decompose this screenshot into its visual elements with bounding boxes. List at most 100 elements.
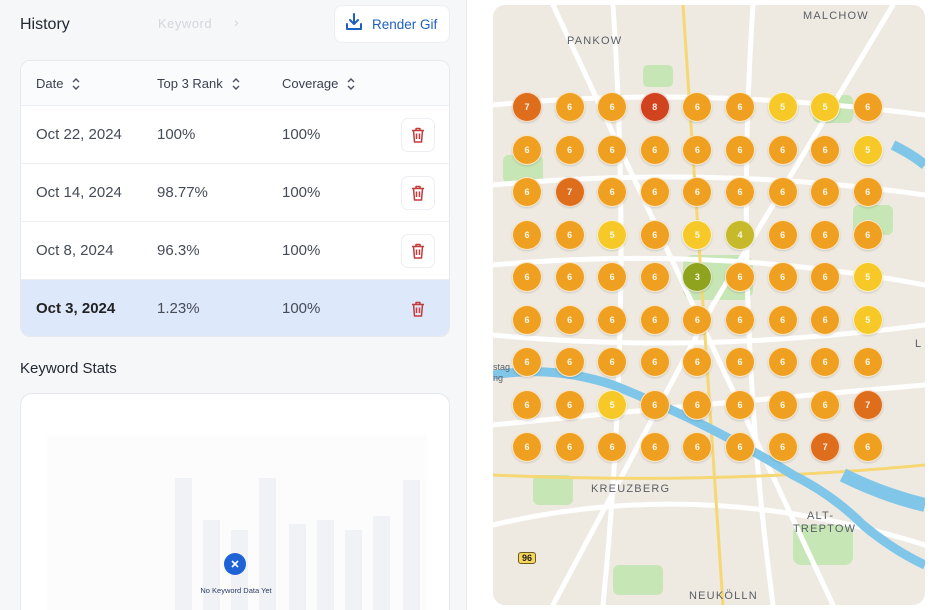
table-row[interactable]: Oct 22, 2024 100% 100%	[21, 106, 449, 164]
rank-pin[interactable]: 5	[852, 304, 883, 335]
rank-pin[interactable]: 6	[597, 177, 628, 207]
rank-pin[interactable]: 6	[725, 92, 755, 122]
rank-pin[interactable]: 6	[512, 389, 542, 420]
rank-pin[interactable]: 6	[512, 432, 542, 462]
map-label-alt: ALT-	[807, 510, 835, 522]
rank-pin[interactable]: 5	[852, 134, 883, 165]
delete-button[interactable]	[401, 176, 435, 210]
table-row[interactable]: Oct 14, 2024 98.77% 100%	[21, 164, 449, 222]
trash-icon	[412, 243, 424, 259]
faded-tab-label: Keyword	[158, 16, 213, 31]
rank-pin[interactable]: 5	[682, 219, 713, 250]
column-coverage[interactable]: Coverage	[282, 76, 356, 91]
rank-pin[interactable]: 6	[554, 389, 585, 420]
rank-pin[interactable]: 5	[852, 262, 883, 292]
placeholder-bar	[317, 520, 334, 610]
rank-pin[interactable]: 6	[852, 219, 883, 250]
rank-pin[interactable]: 6	[852, 92, 883, 122]
table-row[interactable]: Oct 8, 2024 96.3% 100%	[21, 222, 449, 280]
rank-pin[interactable]: 6	[639, 262, 670, 292]
rank-pin[interactable]: 3	[682, 262, 713, 292]
rank-pin[interactable]: 6	[554, 432, 585, 462]
rank-pin[interactable]: 6	[512, 347, 542, 377]
rank-pin[interactable]: 6	[810, 347, 841, 377]
rank-pin[interactable]: 7	[852, 389, 883, 420]
rank-pin[interactable]: 6	[639, 304, 670, 335]
rank-pin[interactable]: 6	[725, 262, 755, 292]
rank-pin[interactable]: 6	[767, 177, 798, 207]
rank-pin[interactable]: 6	[767, 304, 798, 335]
rank-pin[interactable]: 6	[639, 432, 670, 462]
rank-pin[interactable]: 6	[767, 432, 798, 462]
rank-pin[interactable]: 6	[682, 347, 713, 377]
rank-pin[interactable]: 6	[639, 177, 670, 207]
rank-pin[interactable]: 6	[852, 177, 883, 207]
rank-pin[interactable]: 6	[682, 432, 713, 462]
rank-pin[interactable]: 6	[512, 262, 542, 292]
rank-pin[interactable]: 5	[597, 219, 628, 250]
rank-pin[interactable]: 6	[767, 134, 798, 165]
rank-pin[interactable]: 7	[554, 177, 585, 207]
rank-pin[interactable]: 5	[767, 92, 798, 122]
rank-pin[interactable]: 6	[810, 177, 841, 207]
rank-pin[interactable]: 6	[852, 347, 883, 377]
rank-pin[interactable]: 6	[597, 134, 628, 165]
rank-pin[interactable]: 6	[682, 304, 713, 335]
rank-pin[interactable]: 6	[554, 304, 585, 335]
column-date[interactable]: Date	[36, 76, 81, 91]
rank-pin[interactable]: 6	[810, 389, 841, 420]
rank-pin[interactable]: 6	[639, 219, 670, 250]
rank-pin[interactable]: 6	[682, 92, 713, 122]
rank-pin[interactable]: 7	[512, 92, 542, 122]
rank-pin[interactable]: 6	[554, 347, 585, 377]
delete-button[interactable]	[401, 118, 435, 152]
rank-pin[interactable]: 6	[512, 304, 542, 335]
row-coverage: 100%	[282, 242, 321, 259]
rank-pin[interactable]: 6	[597, 347, 628, 377]
rank-pin[interactable]: 6	[810, 304, 841, 335]
rank-pin[interactable]: 6	[597, 304, 628, 335]
rank-pin[interactable]: 6	[554, 134, 585, 165]
rank-pin[interactable]: 6	[767, 389, 798, 420]
rank-pin[interactable]: 6	[852, 432, 883, 462]
render-gif-button[interactable]: Render Gif	[334, 5, 450, 43]
rank-pin[interactable]: 6	[512, 134, 542, 165]
rank-pin[interactable]: 6	[597, 92, 628, 122]
rank-pin[interactable]: 6	[639, 134, 670, 165]
rank-pin[interactable]: 8	[639, 92, 670, 122]
rank-pin[interactable]: 6	[512, 219, 542, 250]
rank-pin[interactable]: 6	[639, 347, 670, 377]
delete-button[interactable]	[401, 292, 435, 326]
rank-pin[interactable]: 6	[554, 92, 585, 122]
rank-pin[interactable]: 6	[639, 389, 670, 420]
rank-pin[interactable]: 4	[725, 219, 755, 250]
rank-pin[interactable]: 6	[810, 262, 841, 292]
rank-pin[interactable]: 6	[810, 219, 841, 250]
rank-pin[interactable]: 6	[767, 219, 798, 250]
rank-pin[interactable]: 5	[810, 92, 841, 122]
rank-pin[interactable]: 6	[554, 262, 585, 292]
rank-pin[interactable]: 6	[767, 347, 798, 377]
rank-pin[interactable]: 6	[725, 304, 755, 335]
rank-pin[interactable]: 6	[682, 177, 713, 207]
table-row-selected[interactable]: Oct 3, 2024 1.23% 100%	[21, 280, 449, 336]
rank-pin[interactable]: 6	[725, 134, 755, 165]
rank-pin[interactable]: 5	[597, 389, 628, 420]
rank-pin[interactable]: 6	[725, 389, 755, 420]
map-panel[interactable]: PANKOW MALCHOW KREUZBERG ALT- TREPTOW NE…	[493, 5, 925, 605]
rank-pin[interactable]: 6	[810, 134, 841, 165]
rank-pin[interactable]: 7	[810, 432, 841, 462]
rank-pin[interactable]: 6	[725, 432, 755, 462]
rank-pin[interactable]: 6	[725, 177, 755, 207]
rank-pin[interactable]: 6	[597, 432, 628, 462]
column-top3-rank[interactable]: Top 3 Rank	[157, 76, 241, 91]
rank-pin[interactable]: 6	[725, 347, 755, 377]
delete-button[interactable]	[401, 234, 435, 268]
rank-pin[interactable]: 6	[682, 389, 713, 420]
rank-pin[interactable]: 6	[554, 219, 585, 250]
rank-pin[interactable]: 6	[512, 177, 542, 207]
rank-pin[interactable]: 6	[682, 134, 713, 165]
rank-pin[interactable]: 6	[767, 262, 798, 292]
rank-pin[interactable]: 6	[597, 262, 628, 292]
map-label-treptow: TREPTOW	[793, 523, 857, 535]
